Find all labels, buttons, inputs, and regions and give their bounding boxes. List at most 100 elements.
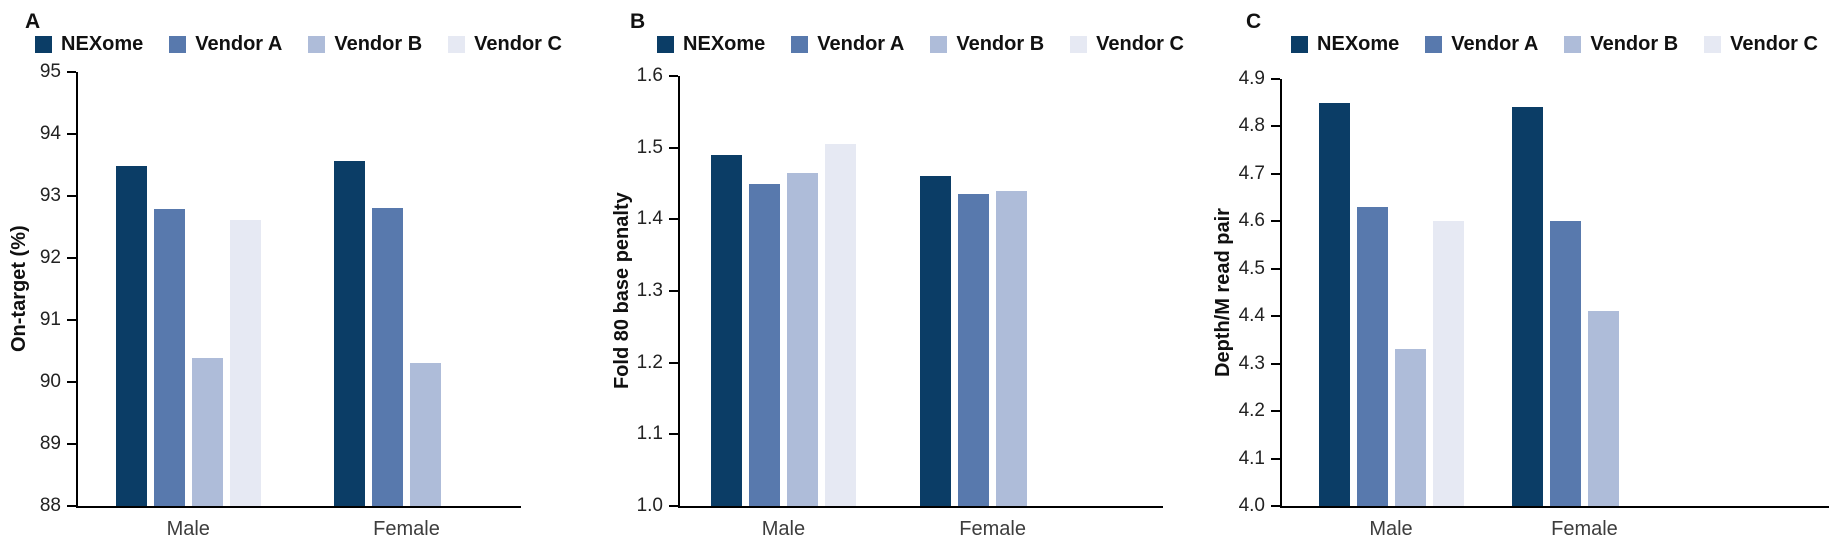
bar-vendor-a-male [748,183,780,506]
legend-swatch-vendor-a-icon [1425,35,1443,53]
panel-letter-a: A [25,10,41,33]
y-tick-mark-a [67,71,76,73]
legend-swatch-vendor-a-icon [169,35,187,53]
y-tick-mark-b [669,218,678,221]
legend-label-nexome: NEXome [61,32,144,55]
legend-item-nexome: NEXome [657,33,765,56]
y-tick-mark-c [1271,125,1280,128]
legend-item-vendor-c: Vendor C [1704,33,1818,56]
y-tick-mark-b [669,75,678,77]
y-tick-mark-b [669,290,678,292]
y-tick-label-c: 4.8 [1238,115,1265,137]
plot-area-a: 88 89 90 91 92 93 94 95 Male Female [40,62,521,540]
x-category-label-male-a: Male [166,518,210,540]
y-tick-label-c: 4.3 [1238,352,1265,374]
bar-vendor-a-female [372,207,404,506]
bar-nexome-female [920,176,952,506]
plot-area-b: 1.0 1.1 1.2 1.3 1.4 1.5 1.6 Male Female [637,66,1163,540]
legend-swatch-vendor-b-icon [930,35,948,53]
bar-nexome-female [334,161,366,506]
bar-vendor-b-male [191,358,223,506]
bar-vendor-b-male [786,172,818,506]
legend-swatch-nexome-icon [1291,35,1309,53]
y-tick-label-a: 93 [39,185,61,206]
legend-label-vendor-b: Vendor B [956,32,1045,55]
legend-c: NEXome Vendor A Vendor B Vendor C [1282,32,1827,56]
bar-vendor-a-female [958,194,990,506]
y-axis-line-a [76,72,78,506]
y-tick-mark-a [67,319,76,321]
bar-vendor-a-male [1356,207,1388,506]
x-category-label-female-c: Female [1551,518,1618,540]
legend-item-vendor-a: Vendor A [791,33,904,56]
legend-swatch-vendor-a-icon [791,35,809,53]
legend-label-nexome: NEXome [1317,32,1400,55]
legend-swatch-vendor-c-icon [1704,35,1722,53]
legend-item-nexome: NEXome [35,33,143,56]
legend-swatch-vendor-c-icon [1070,35,1088,53]
y-axis-line-c [1280,79,1282,506]
y-tick-label-b: 1.5 [636,136,663,158]
y-tick-mark-a [67,381,76,383]
x-category-label-female-b: Female [959,518,1026,540]
legend-swatch-vendor-b-icon [1564,35,1582,53]
x-category-label-male-b: Male [761,518,806,540]
x-axis-line-a [76,506,521,508]
bar-vendor-b-female [410,362,442,506]
legend-item-vendor-a: Vendor A [1425,33,1538,56]
legend-label-vendor-a: Vendor A [1451,32,1539,55]
x-category-label-female-a: Female [373,518,440,540]
y-tick-mark-c [1271,220,1280,223]
legend-label-vendor-c: Vendor C [1096,32,1184,55]
y-tick-label-b: 1.6 [636,65,663,86]
legend-swatch-nexome-icon [35,35,53,53]
y-tick-label-c: 4.4 [1238,305,1265,327]
legend-item-vendor-b: Vendor B [1564,33,1678,56]
legend-b: NEXome Vendor A Vendor B Vendor C [657,32,1184,56]
y-tick-label-c: 4.6 [1238,210,1265,232]
bar-vendor-a-female [1549,221,1581,506]
y-axis-title-c: Depth/M read pair [1212,208,1234,377]
y-tick-label-b: 1.3 [636,280,663,301]
panel-a: A NEXome Vendor A Vendor B Vendor C On-target… [0,0,562,558]
legend-item-vendor-c: Vendor C [1070,33,1184,56]
y-tick-mark-a [67,505,76,507]
bar-vendor-c-male [824,144,856,506]
legend-item-vendor-a: Vendor A [169,33,282,56]
y-tick-mark-b [669,433,678,436]
y-tick-label-a: 95 [39,61,61,82]
y-tick-label-c: 4.9 [1238,68,1265,89]
legend-label-vendor-c: Vendor C [1730,32,1818,55]
y-tick-label-c: 4.0 [1238,495,1265,516]
bar-vendor-b-female [996,190,1028,506]
y-tick-mark-a [67,257,76,259]
y-tick-label-b: 1.1 [636,423,663,445]
panel-b: B NEXome Vendor A Vendor B Vendor C Fold 80 b… [545,0,1184,558]
y-tick-mark-a [67,133,76,135]
y-tick-label-a: 88 [39,495,61,516]
legend-swatch-nexome-icon [657,35,675,53]
y-tick-label-c: 4.5 [1238,257,1265,279]
y-tick-label-a: 94 [39,123,61,144]
legend-item-vendor-b: Vendor B [930,33,1044,56]
y-tick-mark-c [1271,172,1280,175]
y-tick-mark-b [669,505,678,507]
panel-letter-c: C [1246,10,1262,33]
legend-swatch-vendor-c-icon [448,35,466,53]
legend-label-vendor-b: Vendor B [1590,32,1679,55]
y-tick-mark-a [67,443,76,445]
legend-a: NEXome Vendor A Vendor B Vendor C [35,32,562,56]
y-tick-label-b: 1.4 [636,208,663,230]
y-tick-mark-c [1271,267,1280,270]
x-axis-line-b [678,506,1163,508]
y-tick-mark-c [1271,362,1280,365]
bar-vendor-c-male [229,220,261,506]
y-tick-label-c: 4.7 [1238,162,1265,184]
legend-item-vendor-c: Vendor C [448,33,562,56]
legend-label-nexome: NEXome [683,32,766,55]
bar-nexome-male [115,165,147,506]
legend-item-nexome: NEXome [1291,33,1399,56]
bar-vendor-a-male [153,209,185,506]
legend-label-vendor-b: Vendor B [334,32,423,55]
